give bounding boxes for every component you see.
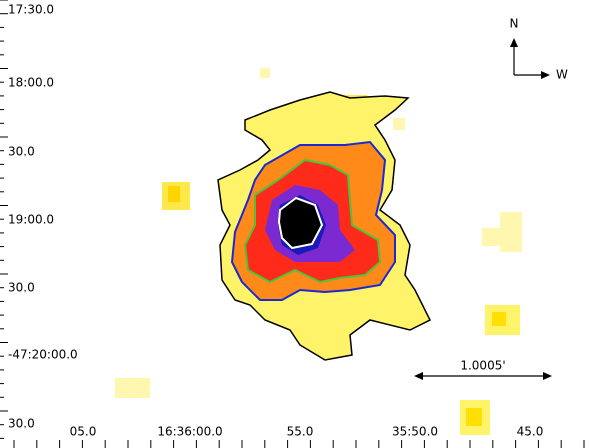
scale-label: 1.0005' — [460, 359, 505, 373]
y-tick-label: 30.0 — [8, 145, 35, 159]
x-tick-label: 55.0 — [287, 425, 314, 439]
x-tick-label: 05.0 — [70, 425, 97, 439]
y-tick-label: 30.0 — [8, 281, 35, 295]
compass-west: W — [556, 68, 568, 82]
x-tick-label: 35:50.0 — [392, 425, 438, 439]
faint-sources — [115, 68, 522, 435]
y-tick-label: 17:30.0 — [8, 3, 54, 17]
y-tick-label: 19:00.0 — [8, 213, 54, 227]
x-tick-label: 16:36:00.0 — [157, 425, 222, 439]
compass-north: N — [510, 17, 519, 31]
scale-bar: 1.0005' — [414, 359, 552, 380]
x-tick-label: 45.0 — [517, 425, 544, 439]
compass: N W — [510, 17, 568, 82]
y-tick-label: 18:00.0 — [8, 76, 54, 90]
x-axis-labels: 05.0 16:36:00.0 55.0 35:50.0 45.0 — [70, 425, 544, 439]
y-axis-labels: 17:30.0 18:00.0 30.0 19:00.0 30.0 -47:20… — [8, 3, 78, 431]
axis-ticks — [0, 0, 585, 448]
source-emission — [217, 91, 432, 361]
y-tick-label: -47:20:00.0 — [8, 348, 78, 362]
y-tick-label: 30.0 — [8, 417, 35, 431]
